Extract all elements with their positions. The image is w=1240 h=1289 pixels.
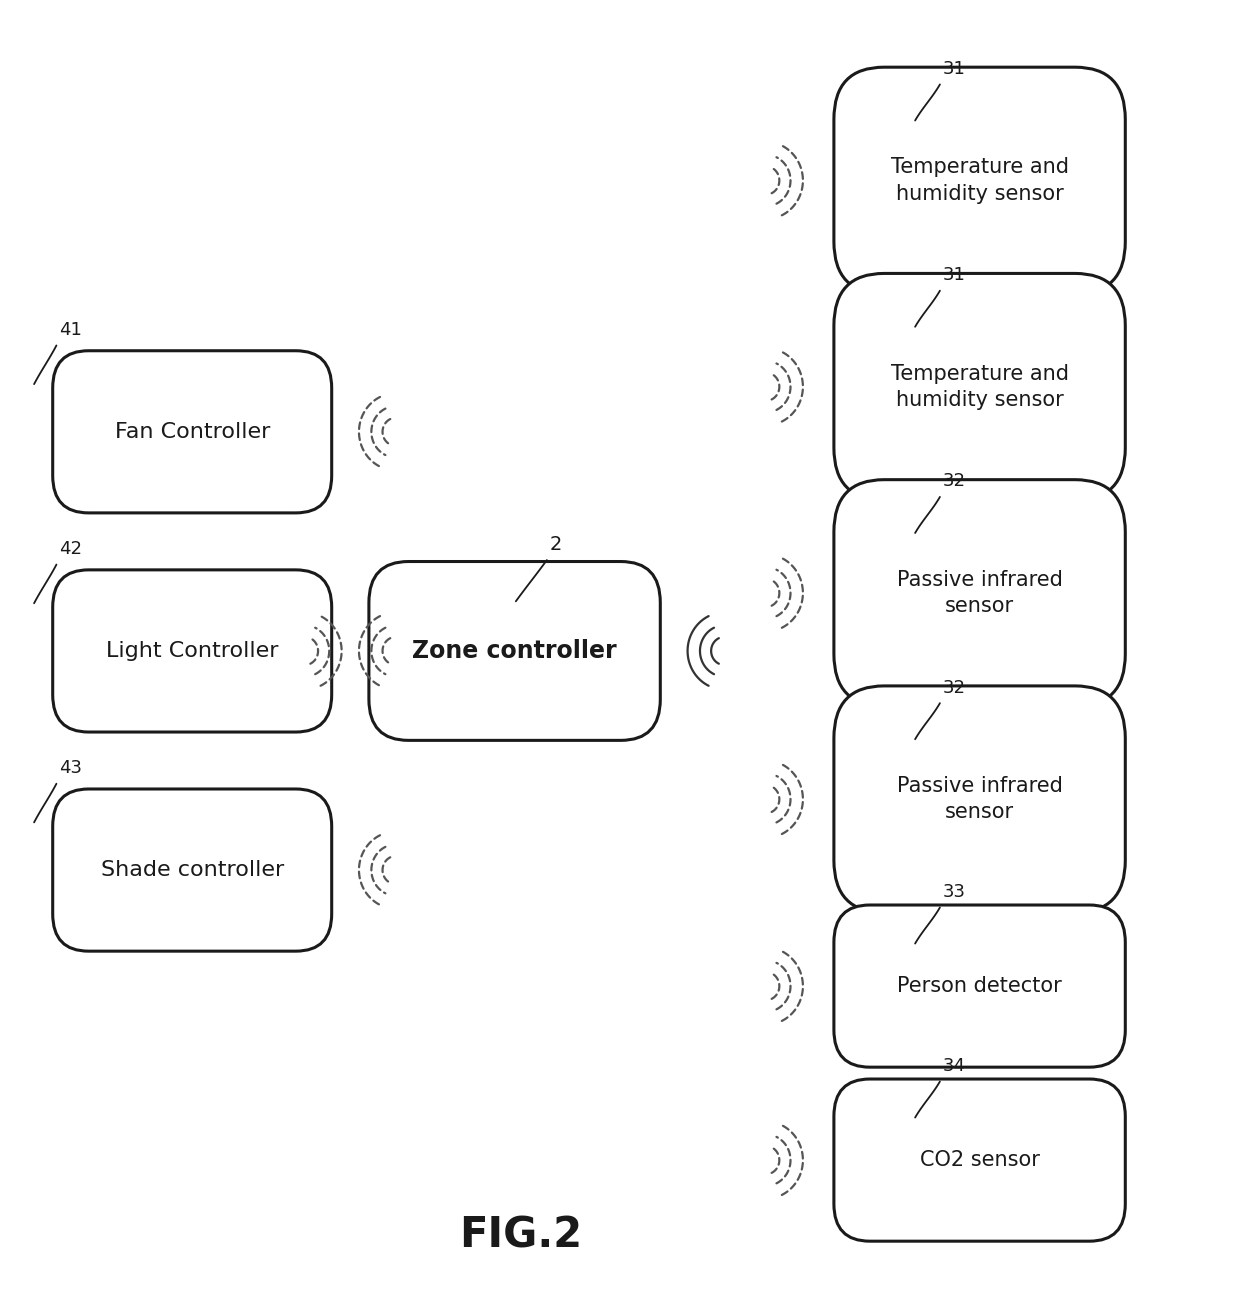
- Text: Temperature and
humidity sensor: Temperature and humidity sensor: [890, 363, 1069, 410]
- FancyBboxPatch shape: [52, 789, 332, 951]
- Text: CO2 sensor: CO2 sensor: [920, 1150, 1039, 1170]
- Text: 41: 41: [58, 321, 82, 339]
- Text: Zone controller: Zone controller: [412, 639, 618, 663]
- Text: Temperature and
humidity sensor: Temperature and humidity sensor: [890, 157, 1069, 204]
- Text: 32: 32: [942, 679, 966, 696]
- FancyBboxPatch shape: [835, 686, 1126, 913]
- Text: Passive infrared
sensor: Passive infrared sensor: [897, 570, 1063, 616]
- Text: Light Controller: Light Controller: [105, 641, 279, 661]
- Text: 31: 31: [942, 267, 965, 285]
- FancyBboxPatch shape: [835, 273, 1126, 500]
- Text: 33: 33: [942, 883, 966, 901]
- FancyBboxPatch shape: [52, 351, 332, 513]
- Text: FIG.2: FIG.2: [459, 1214, 583, 1257]
- Text: Shade controller: Shade controller: [100, 860, 284, 880]
- Text: Person detector: Person detector: [898, 976, 1061, 996]
- FancyBboxPatch shape: [52, 570, 332, 732]
- FancyBboxPatch shape: [835, 67, 1126, 294]
- Text: 31: 31: [942, 61, 965, 77]
- FancyBboxPatch shape: [370, 562, 660, 740]
- FancyBboxPatch shape: [835, 1079, 1126, 1241]
- Text: Passive infrared
sensor: Passive infrared sensor: [897, 776, 1063, 822]
- Text: 34: 34: [942, 1057, 966, 1075]
- Text: 2: 2: [549, 535, 562, 554]
- Text: 32: 32: [942, 473, 966, 490]
- FancyBboxPatch shape: [835, 480, 1126, 706]
- Text: 42: 42: [58, 540, 82, 558]
- FancyBboxPatch shape: [835, 905, 1126, 1067]
- Text: 43: 43: [58, 759, 82, 777]
- Text: Fan Controller: Fan Controller: [114, 422, 270, 442]
